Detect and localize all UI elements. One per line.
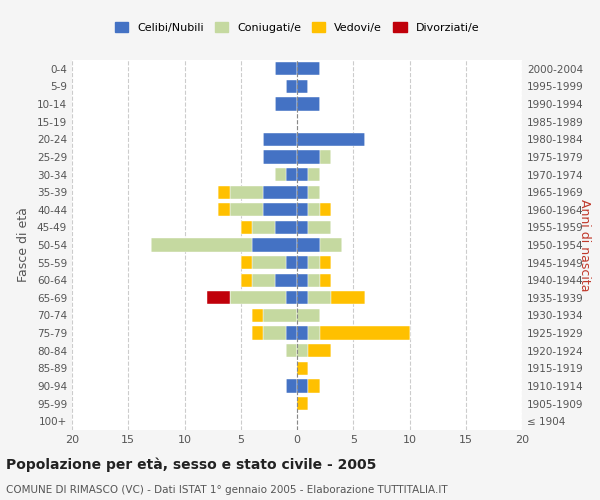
Bar — [275, 62, 297, 76]
Bar — [252, 238, 297, 252]
Legend: Celibi/Nubili, Coniugati/e, Vedovi/e, Divorziati/e: Celibi/Nubili, Coniugati/e, Vedovi/e, Di… — [110, 18, 484, 37]
Bar — [297, 168, 308, 181]
Bar — [297, 362, 308, 375]
Y-axis label: Fasce di età: Fasce di età — [17, 208, 30, 282]
Bar — [320, 238, 342, 252]
Bar — [286, 291, 297, 304]
Bar — [263, 186, 297, 198]
Bar — [275, 98, 297, 110]
Bar — [286, 344, 297, 358]
Bar — [297, 62, 320, 76]
Bar — [252, 221, 275, 234]
Bar — [241, 256, 252, 269]
Bar — [308, 274, 320, 287]
Bar — [297, 256, 308, 269]
Bar — [297, 203, 308, 216]
Bar — [252, 256, 286, 269]
Bar — [241, 274, 252, 287]
Bar — [286, 380, 297, 392]
Bar — [252, 326, 263, 340]
Bar — [297, 98, 320, 110]
Bar — [297, 380, 308, 392]
Bar — [308, 221, 331, 234]
Bar — [297, 397, 308, 410]
Bar — [286, 168, 297, 181]
Bar — [286, 256, 297, 269]
Bar — [263, 132, 297, 146]
Y-axis label: Anni di nascita: Anni di nascita — [578, 198, 590, 291]
Bar — [331, 291, 365, 304]
Bar — [275, 274, 297, 287]
Bar — [297, 274, 308, 287]
Bar — [252, 309, 263, 322]
Bar — [297, 80, 308, 93]
Bar — [229, 291, 286, 304]
Bar — [308, 291, 331, 304]
Text: Popolazione per età, sesso e stato civile - 2005: Popolazione per età, sesso e stato civil… — [6, 458, 376, 472]
Bar — [252, 274, 275, 287]
Bar — [308, 326, 320, 340]
Text: COMUNE DI RIMASCO (VC) - Dati ISTAT 1° gennaio 2005 - Elaborazione TUTTITALIA.IT: COMUNE DI RIMASCO (VC) - Dati ISTAT 1° g… — [6, 485, 448, 495]
Bar — [297, 309, 320, 322]
Bar — [275, 221, 297, 234]
Bar — [297, 238, 320, 252]
Bar — [297, 132, 365, 146]
Bar — [308, 168, 320, 181]
Bar — [320, 203, 331, 216]
Bar — [297, 221, 308, 234]
Bar — [320, 274, 331, 287]
Bar — [218, 186, 229, 198]
Bar — [297, 150, 320, 164]
Bar — [229, 186, 263, 198]
Bar — [297, 186, 308, 198]
Bar — [263, 309, 297, 322]
Bar — [207, 291, 229, 304]
Bar — [308, 344, 331, 358]
Bar — [263, 203, 297, 216]
Bar — [263, 150, 297, 164]
Bar — [308, 186, 320, 198]
Bar — [286, 80, 297, 93]
Bar — [308, 256, 320, 269]
Bar — [297, 291, 308, 304]
Bar — [297, 326, 308, 340]
Bar — [263, 326, 286, 340]
Bar — [229, 203, 263, 216]
Bar — [286, 326, 297, 340]
Bar — [320, 256, 331, 269]
Bar — [308, 380, 320, 392]
Bar — [297, 344, 308, 358]
Bar — [275, 168, 286, 181]
Bar — [320, 326, 409, 340]
Bar — [241, 221, 252, 234]
Bar — [308, 203, 320, 216]
Bar — [151, 238, 252, 252]
Bar — [320, 150, 331, 164]
Bar — [218, 203, 229, 216]
